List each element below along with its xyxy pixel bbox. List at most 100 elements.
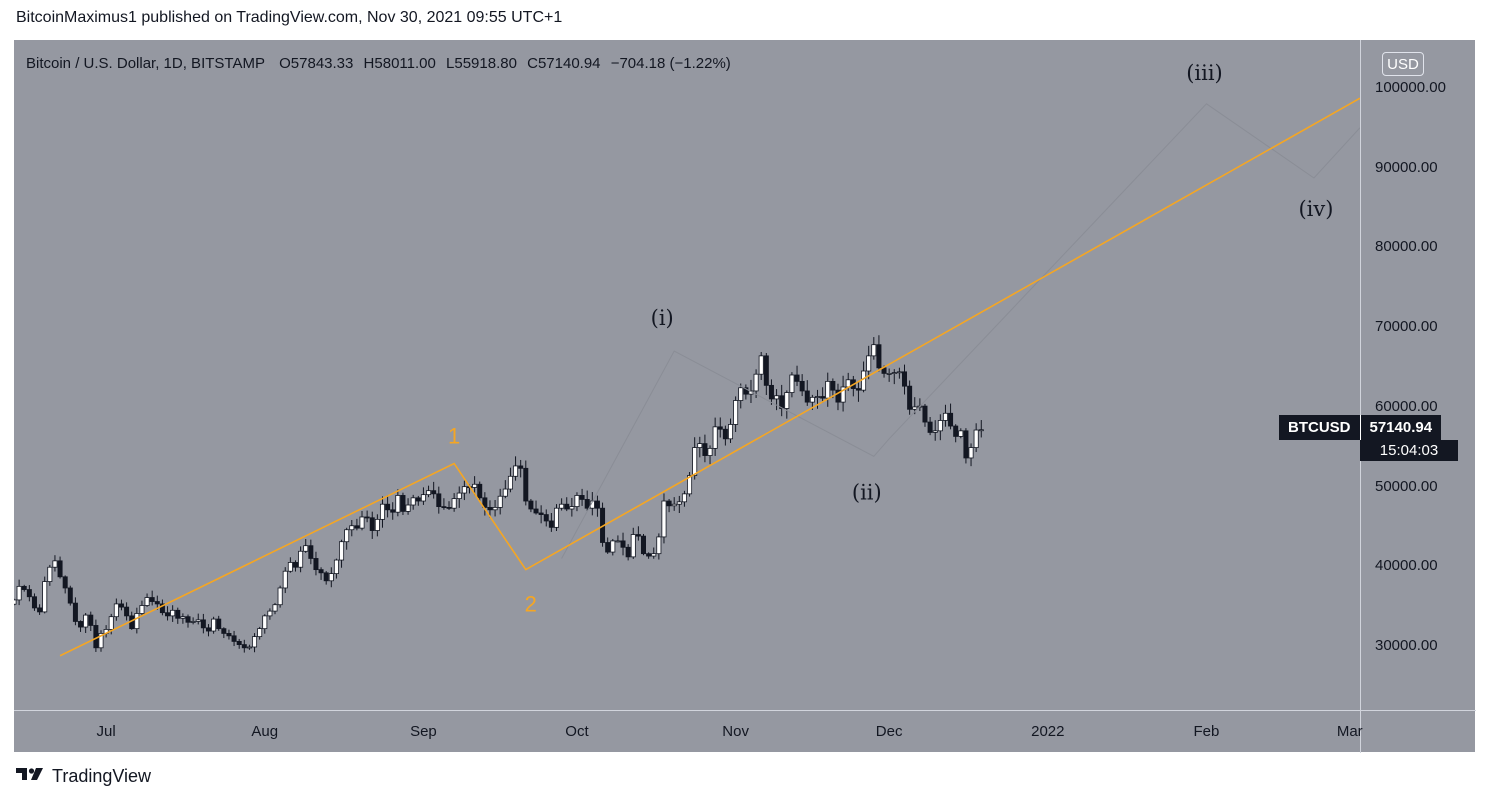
candle-body [871,344,877,357]
candle-body [758,355,764,375]
candle-body [687,475,693,495]
candle-body [37,607,43,613]
candle-body [165,612,171,617]
candle-body [374,518,380,531]
candle-body [21,585,27,590]
legend-high-value: 58011.00 [374,55,436,72]
wave-label-i: (i) [651,306,674,330]
candle-body [252,636,258,648]
candle-body [538,512,544,515]
candle-body [313,558,319,571]
candle-body [431,490,437,495]
legend-close-label: C [527,55,538,72]
candle-body [666,500,672,507]
candle-body [272,604,278,612]
candle-body [861,370,867,391]
currency-button[interactable]: USD [1382,52,1424,76]
candle-body [922,405,928,423]
tradingview-logo-icon [16,766,46,787]
candle-body [779,395,785,409]
candle-body [825,380,831,399]
candle-body [267,610,273,617]
projection-wave-line [561,103,1361,559]
candle-body [646,553,652,557]
candle-body [67,587,73,604]
candle-body [543,514,549,522]
candle-body [436,493,442,508]
last-price-value: 57140.94 [1369,419,1433,436]
candle-body [426,490,432,496]
candle-body [16,585,22,601]
candle-body [62,576,68,589]
candle-body [144,597,150,606]
candle-body [359,516,365,529]
candle-body [886,373,892,375]
legend-close-value: 57140.94 [537,55,601,72]
candle-body [809,396,815,403]
candle-body [31,596,37,609]
candle-body [605,542,611,553]
tradingview-footer[interactable]: TradingView [16,766,151,787]
candle-body [118,603,124,608]
candle-body [108,616,114,630]
candle-body [569,506,575,510]
candle-body [456,492,462,500]
candle-body [159,603,165,614]
candle-body [328,573,334,582]
candle-body [692,447,698,476]
candle-body [743,387,749,395]
price-chart-svg[interactable]: 1 2 (i) (ii) (iii) (iv) [11,40,1361,710]
candle-body [728,424,734,440]
candle-body [134,613,140,630]
time-axis[interactable] [14,710,1360,753]
legend-low-label: L [446,55,455,72]
candle-body [804,390,810,403]
candle-body [584,499,590,509]
candle-body [564,503,570,510]
candle-body [492,507,498,511]
candle-body [784,392,790,409]
price-tick: 90000.00 [1375,158,1438,176]
time-tick: Nov [722,723,749,740]
candle-body [47,566,53,582]
candle-body [763,355,769,386]
candle-body [98,633,104,649]
candle-body [497,495,503,508]
candle-body [620,540,626,548]
candle-body [52,560,58,568]
candle-body [513,465,519,477]
time-tick: Oct [565,723,589,740]
candle-body [553,507,559,528]
candle-body [11,599,17,605]
candle-body [625,546,631,558]
candle-body [472,483,478,488]
chart-frame[interactable]: 1 2 (i) (ii) (iii) (iv) Bitcoin / U.S. Dollar… [11,40,1476,753]
time-tick: Mar [1336,723,1363,740]
candle-body [78,621,84,628]
footer-brand: TradingView [52,766,152,786]
symbol-legend: Bitcoin / U.S. Dollar, 1D, BITSTAMP O578… [26,55,731,72]
candle-body [973,429,979,448]
time-tick: Aug [251,723,279,740]
candle-body [205,627,211,632]
plot-area[interactable]: 1 2 (i) (ii) (iii) (iv) [11,40,1361,710]
candle-body [323,572,329,582]
time-tick: Jul [96,723,116,740]
candle-body [236,641,242,645]
wave-label-orange_2: 2 [525,592,537,617]
candle-body [231,635,237,642]
candle-body [461,486,467,494]
candle-body [528,500,534,510]
legend-change: −704.18 (−1.22%) [610,55,731,72]
candle-body [702,443,708,456]
candle-body [630,534,636,558]
axis-corner [1360,710,1476,753]
candle-body [610,540,616,553]
candle-body [195,619,201,622]
candle-body [420,494,426,502]
candle-body [364,516,370,519]
candle-body [211,618,217,632]
candle-body [88,614,94,626]
price-axis[interactable] [1360,40,1476,710]
candle-body [559,503,565,509]
